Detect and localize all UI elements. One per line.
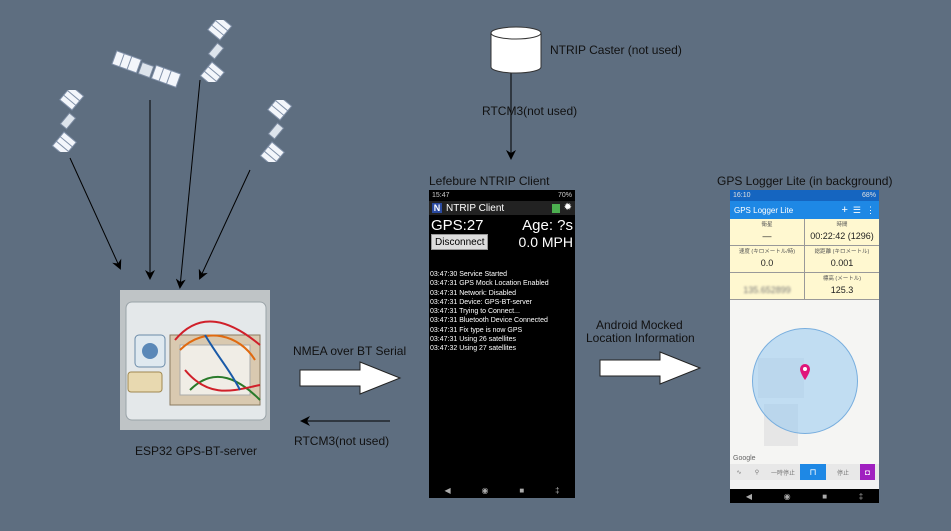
more-nav-icon[interactable]: ‡ xyxy=(555,485,560,495)
satellite-icon xyxy=(111,50,182,88)
esp32-board-illustration xyxy=(120,290,270,430)
control-row: Disconnect 0.0 MPH xyxy=(429,234,575,250)
nmea-block-arrow xyxy=(299,361,402,395)
satellite-icon xyxy=(51,90,85,152)
stat-label: 標高 (メートル) xyxy=(822,276,862,282)
log-list: 03:47:30 Service Started 03:47:31 GPS Moc… xyxy=(429,270,575,354)
stat-label xyxy=(730,273,804,284)
stat-value: 135.652899 xyxy=(743,285,791,295)
sat-arrow-1 xyxy=(69,157,122,270)
back-nav-icon[interactable]: ◀ xyxy=(745,491,752,501)
location-information-label: Location Information xyxy=(586,331,695,345)
accuracy-circle xyxy=(752,328,858,434)
status-time: 15:47 xyxy=(432,192,450,199)
rtcm-top-label: RTCM3(not used) xyxy=(482,104,578,118)
back-nav-icon[interactable]: ◀ xyxy=(444,485,451,495)
lefebure-title-label: Lefebure NTRIP Client xyxy=(429,174,550,188)
logger-stats-grid: 衛星 — 時間 00:22:42 (1296) 速度 (キロメートル/時) 0.0 総距離 … xyxy=(730,219,879,300)
android-mocked-label: Android Mocked xyxy=(596,318,683,332)
stat-label: 衛星 xyxy=(761,222,773,228)
stat-label: 総距離 (キロメートル) xyxy=(814,249,870,255)
stat-value: — xyxy=(762,231,772,241)
gps-readout-row: GPS:27 Age: ?s xyxy=(429,215,575,234)
app-title: NTRIP Client xyxy=(446,202,505,214)
speed-readout: 0.0 MPH xyxy=(518,234,573,250)
logger-bottom-toolbar: ∿ ⚲ 一時停止 ⊓ 停止 ◘ xyxy=(730,464,879,480)
list-icon[interactable]: ☰ xyxy=(852,204,861,215)
gps-logger-phone: 16:10 68% GPS Logger Lite + ☰ ⋮ 衛星 — 時間 00:… xyxy=(730,190,879,503)
logger-app-title: GPS Logger Lite xyxy=(734,205,794,215)
pin-tab-icon[interactable]: ⚲ xyxy=(754,469,760,476)
stat-cell: 衛星 — xyxy=(730,219,804,245)
stat-value: 125.3 xyxy=(830,285,854,295)
lock-icon[interactable]: ⊓ xyxy=(800,464,826,480)
app-bar: N NTRIP Client ✹ xyxy=(429,201,575,215)
log-line: 03:47:31 Fix type is now GPS xyxy=(430,326,523,334)
mock-block-arrow xyxy=(599,351,702,385)
home-nav-icon[interactable]: ◉ xyxy=(481,485,489,495)
sat-arrow-4 xyxy=(198,169,251,280)
sat-arrow-3 xyxy=(175,79,201,289)
log-line: 03:47:31 Trying to Connect... xyxy=(430,308,520,316)
recents-nav-icon[interactable]: ■ xyxy=(822,491,828,501)
ntrip-caster-label: NTRIP Caster (not used) xyxy=(550,43,682,57)
route-icon[interactable]: ∿ xyxy=(736,469,742,476)
stat-label: 速度 (キロメートル/時) xyxy=(738,249,796,255)
stat-label: 時間 xyxy=(836,222,848,228)
stat-value: 0.001 xyxy=(830,258,854,268)
rtcm-bottom-label: RTCM3(not used) xyxy=(294,434,390,448)
more-nav-icon[interactable]: ‡ xyxy=(858,491,864,501)
overflow-menu-icon[interactable]: ⋮ xyxy=(866,204,875,215)
home-nav-icon[interactable]: ◉ xyxy=(783,491,791,501)
disconnect-button[interactable]: Disconnect xyxy=(431,234,489,250)
log-line: 03:47:31 Device: GPS-BT-server xyxy=(430,298,532,306)
stat-value: 00:22:42 (1296) xyxy=(810,231,874,241)
esp32-photo xyxy=(120,290,270,430)
app-logo-icon: N xyxy=(432,203,442,213)
gear-icon[interactable]: ✹ xyxy=(563,202,572,213)
add-icon[interactable]: + xyxy=(841,204,848,216)
status-bar: 15:47 70% xyxy=(429,190,575,201)
nmea-label: NMEA over BT Serial xyxy=(293,344,407,358)
stat-cell: 総距離 (キロメートル) 0.001 xyxy=(805,246,879,272)
log-line: 03:47:30 Service Started xyxy=(430,271,508,278)
satellite-icon xyxy=(199,20,233,82)
log-line: 03:47:31 Bluetooth Device Connected xyxy=(430,317,548,325)
stat-cell: 135.652899 xyxy=(730,273,804,299)
camera-icon[interactable]: ◘ xyxy=(860,464,875,480)
ntrip-client-phone: 15:47 70% N NTRIP Client ✹ GPS:27 Age: ?… xyxy=(429,190,575,498)
stat-cell: 時間 00:22:42 (1296) xyxy=(805,219,879,245)
age-readout: Age: ?s xyxy=(522,217,573,234)
bluetooth-toggle-icon[interactable] xyxy=(551,203,560,213)
gps-logger-title-label: GPS Logger Lite (in background) xyxy=(717,174,893,188)
esp32-label: ESP32 GPS-BT-server xyxy=(135,444,258,458)
stop-tab[interactable]: 停止 xyxy=(836,470,849,477)
logger-nav-bar: ◀ ◉ ■ ‡ xyxy=(730,489,879,503)
log-line: 03:47:31 Network: Disabled xyxy=(430,289,516,297)
map-brand-label: Google xyxy=(733,455,756,462)
logger-app-bar: GPS Logger Lite + ☰ ⋮ xyxy=(730,201,879,219)
satellite-icon xyxy=(259,100,293,162)
stat-cell: 標高 (メートル) 125.3 xyxy=(805,273,879,299)
logger-status-bar: 16:10 68% xyxy=(730,190,879,201)
map-view[interactable]: Google xyxy=(730,300,879,464)
logger-status-battery: 68% xyxy=(861,192,876,199)
logger-status-time: 16:10 xyxy=(733,192,751,199)
recents-nav-icon[interactable]: ■ xyxy=(519,485,525,495)
database-icon xyxy=(490,26,542,74)
nav-bar: ◀ ◉ ■ ‡ xyxy=(429,482,575,498)
log-line: 03:47:31 Using 26 satellites xyxy=(430,336,516,344)
location-pin-icon xyxy=(800,364,810,380)
stat-value: 0.0 xyxy=(760,258,774,268)
stat-cell: 速度 (キロメートル/時) 0.0 xyxy=(730,246,804,272)
gps-satellite-count: GPS:27 xyxy=(431,217,484,234)
log-line: 03:47:31 GPS Mock Location Enabled xyxy=(430,280,549,288)
status-battery: 70% xyxy=(557,192,572,199)
pause-tab[interactable]: 一時停止 xyxy=(770,470,795,477)
log-line: 03:47:32 Using 27 satellites xyxy=(430,345,516,353)
